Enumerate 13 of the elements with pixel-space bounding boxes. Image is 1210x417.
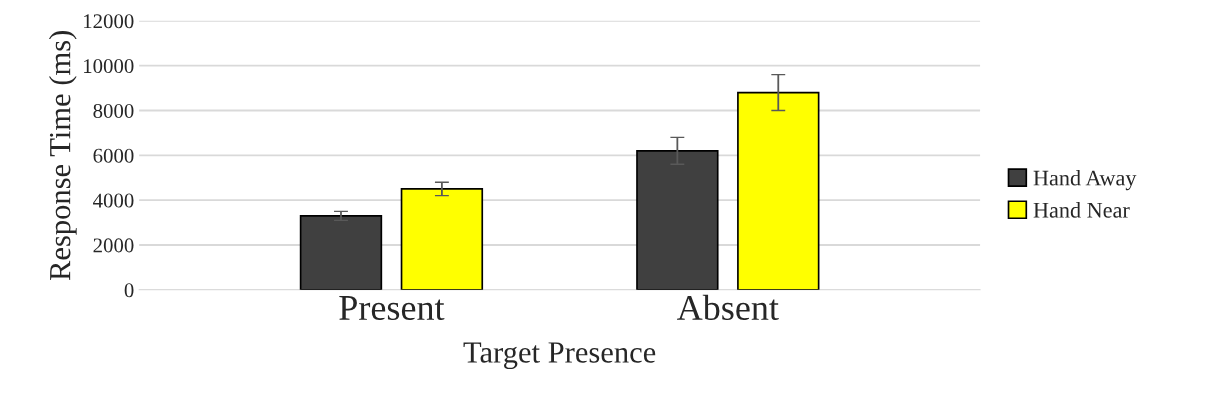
y-tick-label: 12000 [84,14,134,29]
y-tick-label: 4000 [93,193,134,208]
x-axis-title: Target Presence [463,342,656,370]
x-tick-label: Present [339,296,445,321]
x-tick-label: Absent [677,294,779,321]
y-tick-label: 10000 [84,59,134,74]
y-axis-title: Response Time (ms) [48,31,77,281]
y-tick-label: 8000 [93,103,134,118]
legend-label: Hand Away [1033,169,1137,191]
y-tick-label: 2000 [93,238,134,253]
legend-label: Hand Near [1033,202,1130,218]
y-tick-label: 0 [124,283,134,298]
y-tick-label: 6000 [93,148,134,163]
